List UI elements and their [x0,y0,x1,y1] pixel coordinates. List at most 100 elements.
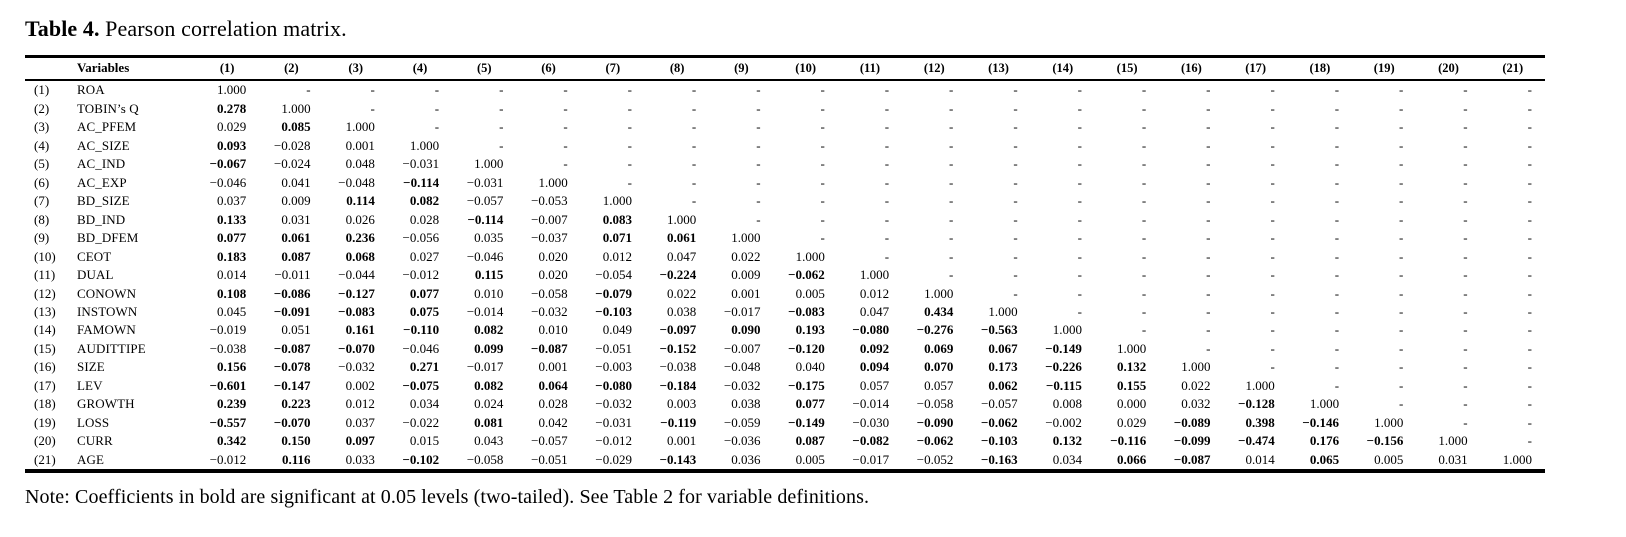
cell-(12)-col15: - [1141,285,1147,301]
cell-(14)-col9: 0.090 [731,322,761,338]
column-header-15: (15) [1094,56,1160,81]
cell-(3)-col2: 0.085 [281,119,311,135]
cell-(14)-col6: 0.010 [538,322,568,338]
cell-(6)-col1: −0.046 [209,174,247,190]
cell-(14)-col19: - [1399,322,1404,338]
cell-(20)-col16: −0.099 [1173,433,1211,449]
column-header-20: (20) [1416,56,1481,81]
cell-(19)-col13: −0.062 [980,414,1018,430]
cell-(19)-col12: −0.090 [916,414,954,430]
column-header-16: (16) [1159,56,1224,81]
cell-(6)-col19: - [1399,174,1404,190]
cell-(1)-col12: - [949,82,954,98]
cell-(1)-col4: - [434,82,440,98]
cell-(10)-col2: 0.087 [281,248,311,264]
cell-(2)-col8: - [691,100,697,116]
cell-(18)-col17: −0.128 [1238,396,1275,412]
cell-(20)-col21: - [1527,433,1532,449]
cell-(18)-col19: - [1399,396,1404,412]
cell-(17)-col16: 0.022 [1181,377,1211,393]
variable-name: INSTOWN [77,304,138,319]
cell-(7)-col21: - [1527,193,1532,209]
cell-(21)-col7: −0.029 [595,451,632,467]
cell-(1)-col1: 1.000 [217,82,247,98]
cell-(4)-col2: −0.028 [273,137,311,153]
cell-(21)-col6: −0.051 [531,451,568,467]
cell-(15)-col12: 0.069 [924,340,954,356]
cell-(16)-col6: 0.001 [538,359,568,375]
cell-(8)-col17: - [1270,211,1275,227]
cell-(7)-col6: −0.053 [531,193,568,209]
cell-(14)-col12: −0.276 [916,322,954,338]
cell-(9)-col13: - [1013,230,1018,246]
cell-(17)-col1: −0.601 [209,377,247,393]
column-header-6: (6) [516,56,581,81]
cell-(13)-col6: −0.032 [531,304,568,319]
cell-(4)-col3: 0.001 [345,137,375,153]
cell-(18)-col14: 0.008 [1052,396,1082,412]
cell-(1)-col9: - [756,82,761,98]
cell-(21)-col19: 0.005 [1374,451,1404,467]
cell-(11)-col4: −0.012 [402,267,440,283]
cell-(2)-col18: - [1334,100,1340,116]
cell-(9)-col4: −0.056 [402,230,440,246]
cell-(15)-col9: −0.007 [723,340,761,356]
cell-(21)-col2: 0.116 [282,451,311,467]
cell-(5)-col15: - [1141,156,1147,172]
variable-name: AC_EXP [77,174,127,190]
cell-(3)-col6: - [563,119,568,135]
cell-(20)-col14: 0.132 [1052,433,1082,449]
cell-(17)-col21: - [1527,377,1532,393]
cell-(11)-col3: −0.044 [338,267,375,283]
cell-(16)-col14: −0.226 [1045,359,1082,375]
cell-(5)-col10: - [820,156,825,172]
table-row-AGE: (21) AGE −0.012 0.116 0.033 −0.102 −0.058 −0.05… [25,451,1545,471]
cell-(6)-col4: −0.114 [403,174,440,190]
cell-(20)-col7: −0.012 [595,433,632,449]
cell-(19)-col4: −0.022 [402,414,440,430]
variable-name: SIZE [77,359,105,375]
cell-(13)-col10: −0.083 [788,304,825,319]
cell-(1)-col8: - [691,82,697,98]
cell-(4)-col11: - [884,137,890,153]
cell-(2)-col20: - [1463,100,1468,116]
cell-(8)-col20: - [1463,211,1468,227]
cell-(15)-col14: −0.149 [1045,340,1082,356]
cell-(3)-col21: - [1527,119,1532,135]
cell-(13)-col3: −0.083 [338,304,375,319]
cell-(3)-col11: - [884,119,890,135]
cell-(19)-col8: −0.119 [660,414,697,430]
cell-(10)-col7: 0.012 [602,248,632,264]
cell-(12)-col18: - [1334,285,1340,301]
column-header-12: (12) [902,56,967,81]
page: Table 4. Pearson correlation matrix. Var… [25,16,1545,508]
cell-(2)-col3: - [370,100,375,116]
column-header-7: (7) [580,56,645,81]
cell-(16)-col8: −0.038 [659,359,697,375]
cell-(6)-col12: - [949,174,954,190]
cell-(3)-col12: - [949,119,954,135]
cell-(12)-col14: - [1077,285,1082,301]
cell-(1)-col21: - [1527,82,1532,98]
cell-(16)-col11: 0.094 [859,359,890,375]
cell-(18)-col8: 0.003 [667,396,697,412]
cell-(20)-col4: 0.015 [409,433,440,449]
table-row-DUAL: (11) DUAL 0.014 −0.011 −0.044 −0.012 0.115 0.02… [25,266,1545,284]
cell-(13)-col12: 0.434 [924,304,954,319]
row-number: (21) [34,451,56,467]
variable-name: BD_IND [77,211,126,227]
cell-(18)-col4: 0.034 [409,396,440,412]
variable-name: AGE [77,451,105,467]
cell-(9)-col6: −0.037 [531,230,568,246]
cell-(21)-col9: 0.036 [731,451,761,467]
cell-(7)-col13: - [1013,193,1018,209]
cell-(6)-col6: 1.000 [538,174,568,190]
cell-(6)-col13: - [1013,174,1018,190]
cell-(20)-col6: −0.057 [531,433,568,449]
cell-(19)-col15: 0.029 [1116,414,1147,430]
cell-(14)-col16: - [1206,322,1211,338]
table-row-INSTOWN: (13) INSTOWN 0.045 −0.091 −0.083 0.075 −0.014 −… [25,303,1545,321]
cell-(3)-col9: - [756,119,761,135]
cell-(6)-col8: - [691,174,697,190]
cell-(2)-col13: - [1013,100,1018,116]
